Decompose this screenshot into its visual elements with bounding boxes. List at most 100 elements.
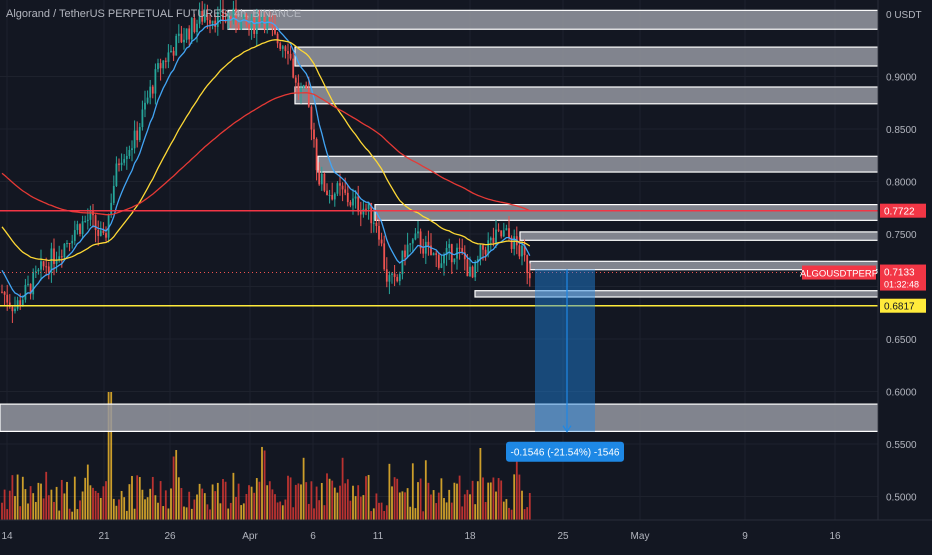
volume-bar [346, 479, 349, 520]
candle-body [112, 185, 115, 203]
volume-bar [196, 494, 198, 520]
candle-body [115, 163, 118, 186]
candle-body [190, 18, 193, 40]
volume-bar [107, 392, 110, 520]
volume-bar [489, 482, 492, 520]
candle-body [336, 183, 339, 194]
currency-label: 0 USDT [886, 10, 922, 21]
candle-body [294, 77, 297, 83]
volume-bar [216, 482, 219, 520]
volume-bar [391, 486, 393, 520]
volume-bar [357, 485, 360, 520]
volume-bar [450, 502, 453, 520]
candle-body [216, 11, 219, 27]
volume-bar [89, 485, 92, 520]
volume-bar [466, 489, 469, 520]
candle-body [313, 129, 315, 140]
volume-bar [242, 503, 245, 520]
volume-bar [271, 489, 274, 520]
volume-bar [133, 508, 136, 520]
volume-bar [27, 503, 29, 520]
candle-body [328, 195, 331, 197]
volume-bar [495, 491, 497, 520]
candle-body [86, 219, 89, 222]
candle-body [469, 266, 471, 277]
candle-body [331, 195, 334, 200]
candle-body [45, 266, 48, 268]
volume-bar [508, 507, 510, 520]
candle-body [60, 256, 63, 258]
x-tick-label: 25 [557, 531, 569, 542]
volume-bar [528, 493, 531, 520]
candle-body [24, 284, 27, 300]
candle-body [437, 254, 440, 268]
volume-bar [370, 511, 373, 520]
candle-body [34, 271, 37, 273]
candle-body [274, 27, 276, 34]
candle-body [193, 18, 196, 33]
candle-body [417, 231, 419, 234]
supply-demand-zone [294, 46, 879, 67]
volume-bar [359, 496, 362, 520]
candle-body [107, 214, 110, 238]
volume-bar [326, 473, 328, 520]
volume-bar [167, 508, 170, 520]
candle-body [281, 46, 284, 49]
ema-slow-line [1, 92, 531, 216]
volume-bar [372, 508, 375, 520]
volume-bar [367, 474, 370, 520]
candle-body [133, 130, 136, 149]
volume-bar [146, 497, 149, 520]
x-tick-label: 6 [310, 531, 316, 542]
candle-body [344, 189, 347, 193]
volume-bar [302, 457, 305, 520]
volume-bar [461, 506, 464, 520]
candle-body [391, 273, 393, 275]
ema-fast-line [1, 17, 531, 298]
volume-bar [378, 502, 380, 520]
candle-body [250, 17, 253, 29]
volume-bar [341, 457, 344, 520]
candle-body [164, 60, 167, 62]
volume-bar [424, 460, 427, 520]
volume-bar [469, 494, 471, 520]
volume-bar [458, 475, 461, 520]
candle-body [175, 35, 178, 56]
candle-body [339, 183, 341, 186]
volume-bar [102, 486, 105, 520]
candle-body [222, 8, 224, 22]
volume-bar [279, 501, 282, 520]
red-level-tag: 0.7722 [884, 207, 915, 218]
volume-bar [32, 493, 35, 520]
volume-bar [97, 492, 100, 520]
supply-demand-zone [0, 403, 879, 433]
measure-label-box [506, 441, 624, 462]
volume-bar [513, 474, 516, 520]
candle-body [138, 127, 141, 141]
candle-body [440, 263, 443, 268]
candle-body [240, 19, 243, 30]
volume-bar [526, 507, 529, 520]
candle-body [396, 276, 399, 282]
volume-bar [404, 492, 406, 520]
candle-body [279, 43, 282, 49]
volume-bar [456, 483, 458, 520]
volume-bar [362, 495, 365, 520]
candle-body [346, 192, 349, 203]
candle-body [292, 58, 295, 78]
volume-bar [219, 503, 222, 520]
candle-body [6, 294, 9, 303]
y-tick-label: 0.9000 [886, 73, 917, 84]
volume-bar [349, 500, 352, 520]
candle-body [180, 33, 183, 43]
volume-bar [86, 464, 89, 520]
candle-body [495, 229, 497, 243]
y-tick-label: 0.5000 [886, 493, 917, 504]
candle-body [427, 241, 430, 246]
volume-bar [333, 487, 336, 520]
candle-body [388, 274, 391, 282]
candle-body [333, 193, 336, 200]
candle-body [196, 23, 198, 33]
